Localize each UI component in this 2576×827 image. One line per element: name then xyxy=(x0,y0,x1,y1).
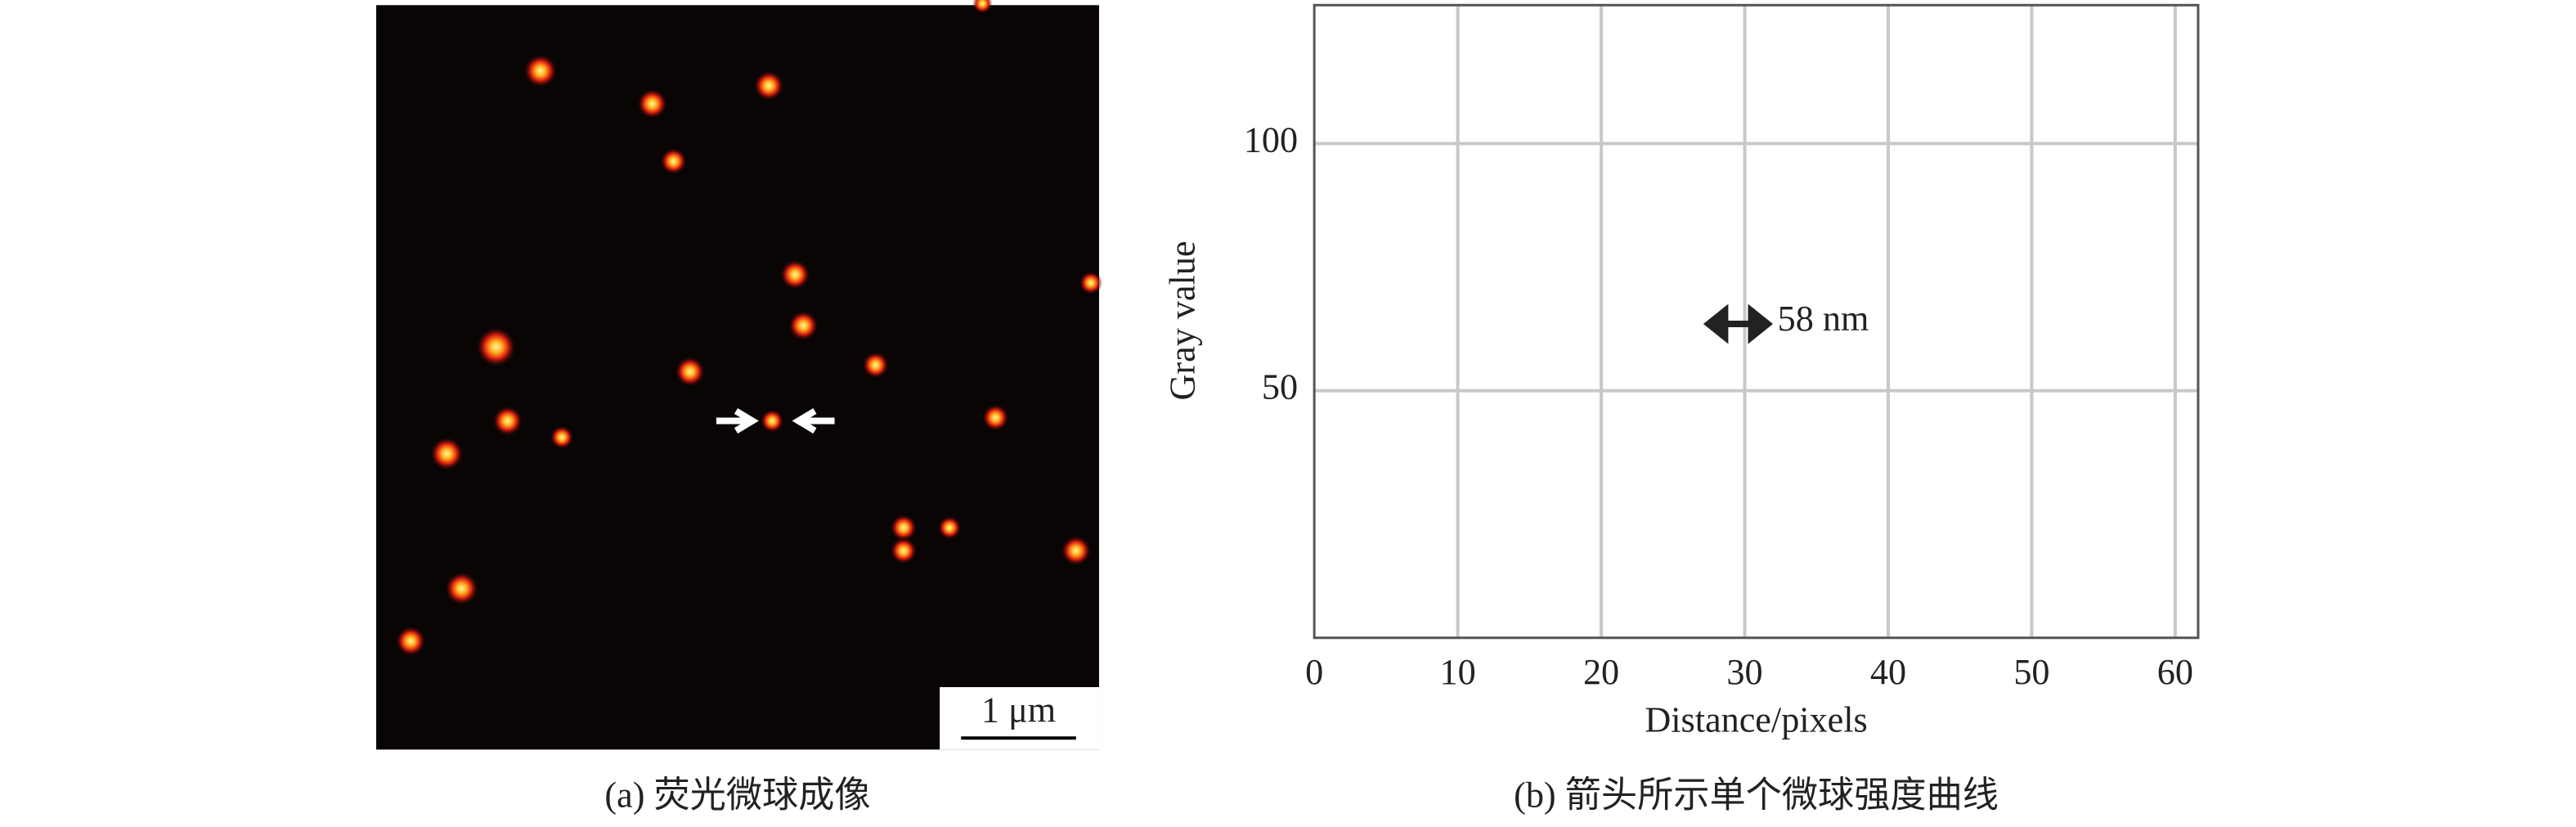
microsphere xyxy=(788,310,819,341)
microsphere xyxy=(938,516,962,540)
caption: (a) 荧光微球成像 xyxy=(604,775,870,816)
x-tick-label: 30 xyxy=(1726,652,1762,692)
y-axis-label: Gray value xyxy=(1163,240,1203,400)
plot-frame xyxy=(1313,3,2200,640)
microsphere xyxy=(761,409,784,433)
microsphere xyxy=(476,327,516,367)
microsphere xyxy=(1061,536,1091,566)
x-tick-label: 20 xyxy=(1583,652,1619,692)
microsphere xyxy=(550,425,574,449)
x-tick-label: 40 xyxy=(1870,652,1906,692)
microsphere xyxy=(754,70,784,101)
microsphere xyxy=(445,572,478,605)
microsphere xyxy=(492,406,523,436)
microspheres xyxy=(396,0,1102,656)
microsphere xyxy=(1079,271,1102,294)
microsphere xyxy=(890,537,917,564)
caption: (b) 箭头所示单个微球强度曲线 xyxy=(1514,775,1999,816)
x-tick-label: 50 xyxy=(2013,652,2049,692)
microsphere xyxy=(523,54,558,88)
microsphere xyxy=(982,404,1009,431)
x-tick-label: 60 xyxy=(2157,652,2193,692)
x-tick-label: 0 xyxy=(1305,652,1323,692)
microsphere xyxy=(890,515,917,542)
microsphere xyxy=(637,88,667,119)
y-tick-label: 100 xyxy=(1244,120,1298,160)
microsphere xyxy=(862,352,889,379)
microsphere xyxy=(430,437,464,470)
x-axis-label: Distance/pixels xyxy=(1645,699,1867,739)
x-tick-label: 10 xyxy=(1440,652,1476,692)
scale-bar-label: 1 μm xyxy=(981,690,1056,730)
microsphere xyxy=(972,0,993,14)
annotation: 58 nm xyxy=(1778,299,1869,339)
microsphere xyxy=(396,626,426,656)
microsphere xyxy=(780,259,810,290)
width-arrow xyxy=(1703,303,1774,344)
y-tick-label: 50 xyxy=(1262,367,1298,407)
microsphere xyxy=(675,357,705,387)
pointer-arrows xyxy=(716,408,835,434)
microsphere xyxy=(660,148,687,175)
fluorescence-image xyxy=(376,5,1099,750)
